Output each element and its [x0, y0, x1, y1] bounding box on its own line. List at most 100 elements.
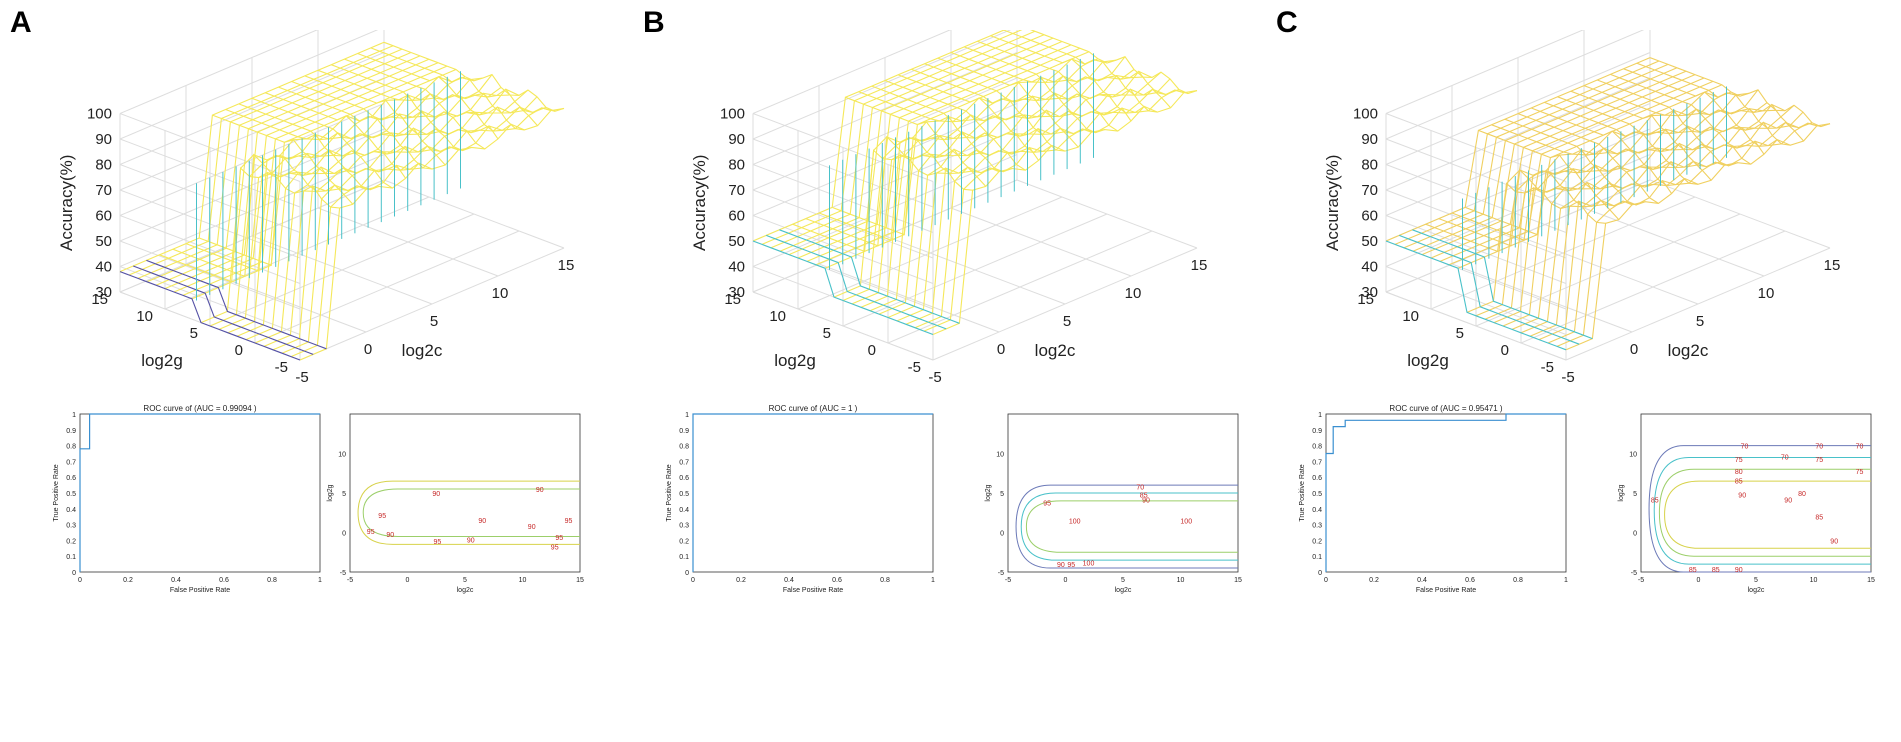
roc-y-tick-label: 0.6 [66, 475, 76, 482]
contour-line [1653, 456, 1871, 565]
grid-line [299, 247, 565, 361]
surface-plot: 30405060708090100Accuracy(%)-5051015log2… [1323, 30, 1840, 386]
roc-y-tick-label: 0.5 [1312, 491, 1322, 498]
contour-line [362, 488, 580, 537]
z-tick-label: 50 [95, 233, 112, 250]
contour-y-tick-label: -5 [998, 570, 1004, 577]
roc-y-label: True Positive Rate [53, 464, 60, 521]
y-tick-label: -5 [275, 359, 288, 376]
contour-line [1020, 492, 1238, 561]
contour-x-tick-label: 15 [1234, 577, 1242, 584]
roc-x-tick-label: 1 [931, 577, 935, 584]
contour-x-tick-label: 5 [1121, 577, 1125, 584]
roc-y-tick-label: 0.9 [679, 428, 689, 435]
y-tick-label: 10 [769, 308, 786, 325]
contour-x-tick-label: 0 [1697, 577, 1701, 584]
panel-letter: C [1276, 6, 1298, 39]
x-tick-label: -5 [295, 369, 308, 386]
surface-mesh-line [119, 271, 301, 361]
z-axis-label: Accuracy(%) [1323, 155, 1342, 251]
roc-y-tick-label: 0.1 [679, 554, 689, 561]
contour-level-label: 70 [1781, 455, 1789, 462]
contour-level-label: 70 [1741, 444, 1749, 451]
z-tick-label: 70 [95, 182, 112, 199]
z-tick-label: 60 [95, 208, 112, 225]
z-tick-label: 80 [1361, 157, 1378, 174]
x-tick-label: 5 [430, 313, 438, 330]
contour-x-label: log2c [1115, 587, 1132, 594]
contour-x-tick-label: 5 [463, 577, 467, 584]
contour-level-label: 95 [378, 513, 386, 520]
contour-x-tick-label: 10 [1177, 577, 1185, 584]
surface-mesh-line [788, 37, 1054, 256]
z-tick-label: 30 [728, 284, 745, 301]
roc-y-tick-label: 0.8 [66, 444, 76, 451]
y-tick-label: 15 [91, 291, 108, 308]
roc-y-tick-label: 0.9 [66, 428, 76, 435]
x-tick-label: 15 [1191, 257, 1208, 274]
contour-x-tick-label: -5 [1638, 577, 1644, 584]
contour-level-label: 85 [1140, 493, 1148, 500]
contour-y-label: log2g [327, 484, 334, 501]
grid-line [1565, 247, 1831, 361]
grid-line [1520, 230, 1786, 344]
roc-y-tick-label: 0.4 [679, 507, 689, 514]
contour-x-tick-label: 10 [519, 577, 527, 584]
x-tick-label: 10 [1758, 285, 1775, 302]
roc-y-tick-label: 0.2 [679, 538, 689, 545]
roc-y-tick-label: 1 [72, 412, 76, 419]
panel-a: A 30 40 50 60 70 80 90 100 Accuracy(%) -5 0 5 10 15 lo… [0, 0, 633, 742]
z-axis-label: Accuracy(%) [57, 155, 76, 251]
y-tick-label: 15 [724, 291, 741, 308]
y-tick-label: 0 [1501, 342, 1509, 359]
x-tick-label: 0 [1630, 341, 1638, 358]
y-tick-label: 0 [868, 342, 876, 359]
surface-mesh-line [1412, 229, 1593, 340]
roc-x-tick-label: 0.8 [880, 577, 890, 584]
contour-line [1664, 480, 1871, 549]
x-axis-label: log2c [1668, 341, 1709, 360]
roc-curve [1325, 413, 1566, 572]
contour-level-label: 70 [1815, 444, 1823, 451]
contour-level-label: 85 [1651, 497, 1659, 504]
contour-y-label: log2g [1618, 484, 1625, 501]
surface-mesh-line [932, 90, 1198, 336]
roc-y-tick-label: 0.7 [1312, 459, 1322, 466]
z-tick-label: 90 [1361, 131, 1378, 148]
surface-mesh-line [1030, 30, 1198, 95]
z-tick-label: 90 [728, 131, 745, 148]
contour-y-tick-label: -5 [1631, 570, 1637, 577]
z-tick-label: 100 [87, 106, 112, 123]
y-axis-label: log2g [141, 351, 183, 370]
surface-mesh-line [779, 34, 1045, 252]
y-tick-label: 10 [1402, 308, 1419, 325]
roc-axes-box [1325, 413, 1567, 573]
contour-plot: -5 0 5 10 15 -5 0 5 10 log2c log2g 90 90 95 95 90 90 90 95… [327, 413, 584, 594]
x-tick-label: -5 [1561, 369, 1574, 386]
roc-y-tick-label: 0.5 [66, 491, 76, 498]
x-tick-label: 5 [1063, 313, 1071, 330]
y-tick-label: 10 [136, 308, 153, 325]
contour-axes-box [1640, 413, 1872, 573]
roc-x-tick-label: 0.2 [1369, 577, 1379, 584]
contour-level-label: 85 [1712, 567, 1720, 574]
surface-plot: 30405060708090100Accuracy(%)-5051015log2… [690, 30, 1208, 386]
contour-level-label: 90 [1735, 567, 1743, 574]
contour-y-tick-label: 10 [996, 452, 1004, 459]
grid-line [209, 213, 475, 327]
contour-level-label: 85 [1815, 515, 1823, 522]
z-tick-label: 40 [95, 259, 112, 276]
contour-y-tick-label: 10 [338, 452, 346, 459]
roc-x-label: False Positive Rate [783, 587, 843, 594]
y-axis-label: log2g [1407, 351, 1449, 370]
roc-y-tick-label: 0.1 [1312, 554, 1322, 561]
contour-x-tick-label: 10 [1810, 577, 1818, 584]
roc-y-tick-label: 0.7 [679, 459, 689, 466]
contour-level-label: 100 [1180, 519, 1192, 526]
roc-y-tick-label: 0.8 [1312, 444, 1322, 451]
contour-level-label: 75 [1735, 457, 1743, 464]
contour-x-tick-label: 0 [406, 577, 410, 584]
contour-y-label: log2g [985, 484, 992, 501]
contour-level-label: 95 [1067, 562, 1075, 569]
z-tick-label: 40 [1361, 259, 1378, 276]
